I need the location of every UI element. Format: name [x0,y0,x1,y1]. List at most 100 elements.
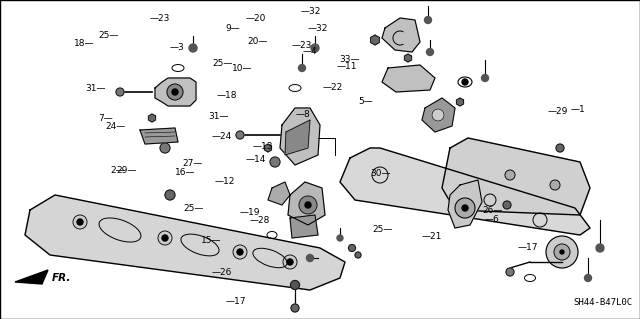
Text: —8: —8 [296,110,310,119]
Text: 31—: 31— [209,112,229,121]
Circle shape [462,79,468,85]
Polygon shape [25,195,345,290]
Text: —19: —19 [239,208,260,217]
Text: 26—: 26— [483,206,503,215]
Polygon shape [140,128,178,144]
Text: —1: —1 [570,105,585,114]
Polygon shape [448,180,482,228]
Text: SH44-B47L0C: SH44-B47L0C [573,298,632,307]
Polygon shape [285,120,310,155]
Circle shape [189,44,197,52]
Circle shape [236,131,244,139]
Circle shape [554,244,570,260]
Circle shape [298,64,305,71]
Text: —3: —3 [170,43,184,52]
Circle shape [426,48,433,56]
Polygon shape [371,35,380,45]
Text: —17: —17 [518,243,538,252]
Circle shape [270,157,280,167]
Text: 24—: 24— [105,122,125,130]
Text: 18—: 18— [74,39,94,48]
Polygon shape [456,98,463,106]
Text: 25—: 25— [212,59,232,68]
Polygon shape [442,138,590,215]
Text: 25—: 25— [183,204,204,213]
Text: 2—: 2— [110,166,125,175]
Circle shape [560,250,564,254]
Circle shape [77,219,83,225]
Polygon shape [288,182,325,225]
Circle shape [432,109,444,121]
Text: —22: —22 [323,83,343,92]
Text: —12: —12 [214,177,235,186]
Text: —32: —32 [308,24,328,33]
Circle shape [116,88,124,96]
Circle shape [505,170,515,180]
Circle shape [162,235,168,241]
Circle shape [462,205,468,211]
Polygon shape [290,215,318,238]
Text: —6: —6 [484,215,499,224]
Circle shape [287,259,293,265]
Text: 25—: 25— [99,31,119,40]
Text: 31—: 31— [85,84,106,93]
Text: 27—: 27— [182,159,202,168]
Circle shape [550,180,560,190]
Circle shape [556,144,564,152]
Circle shape [503,201,511,209]
Text: —24: —24 [211,132,232,141]
Text: 7—: 7— [98,114,113,122]
Text: —17: —17 [225,297,246,306]
Text: 15—: 15— [201,236,221,245]
Text: —11: —11 [337,63,357,71]
Circle shape [349,244,355,251]
Text: 5—: 5— [358,97,373,106]
Text: —23: —23 [292,41,312,50]
Text: —32: —32 [301,7,321,16]
Circle shape [546,236,578,268]
Text: —28: —28 [250,216,270,225]
Circle shape [355,252,361,258]
Polygon shape [155,78,196,106]
Text: —13: —13 [253,142,273,151]
Text: 10—: 10— [232,64,253,73]
Circle shape [481,75,488,81]
Text: —14: —14 [246,155,266,164]
Circle shape [158,231,172,245]
Text: —29: —29 [548,107,568,115]
Text: 30—: 30— [370,169,390,178]
Circle shape [424,17,431,24]
Polygon shape [264,144,271,152]
Circle shape [291,280,300,290]
Text: —26: —26 [211,268,232,277]
Polygon shape [340,148,590,235]
Text: —4: —4 [302,47,317,56]
Text: —18: —18 [216,91,237,100]
Circle shape [233,245,247,259]
Circle shape [237,249,243,255]
Circle shape [160,143,170,153]
Text: 9—: 9— [225,24,240,33]
Circle shape [337,235,343,241]
Text: 25—: 25— [372,225,393,234]
Circle shape [307,255,314,262]
Text: 20—: 20— [247,37,268,46]
Circle shape [291,304,299,312]
Polygon shape [382,65,435,92]
Text: —20: —20 [246,14,266,23]
Polygon shape [382,18,420,52]
Circle shape [506,268,514,276]
Circle shape [299,196,317,214]
Circle shape [584,275,591,281]
Text: 16—: 16— [175,168,195,177]
Circle shape [596,244,604,252]
Circle shape [283,255,297,269]
Text: —21: —21 [421,232,442,241]
Polygon shape [404,54,412,62]
Circle shape [165,190,175,200]
Circle shape [311,44,319,52]
Circle shape [172,89,178,95]
Text: —23: —23 [149,14,170,23]
Polygon shape [422,98,455,132]
Polygon shape [280,108,320,165]
